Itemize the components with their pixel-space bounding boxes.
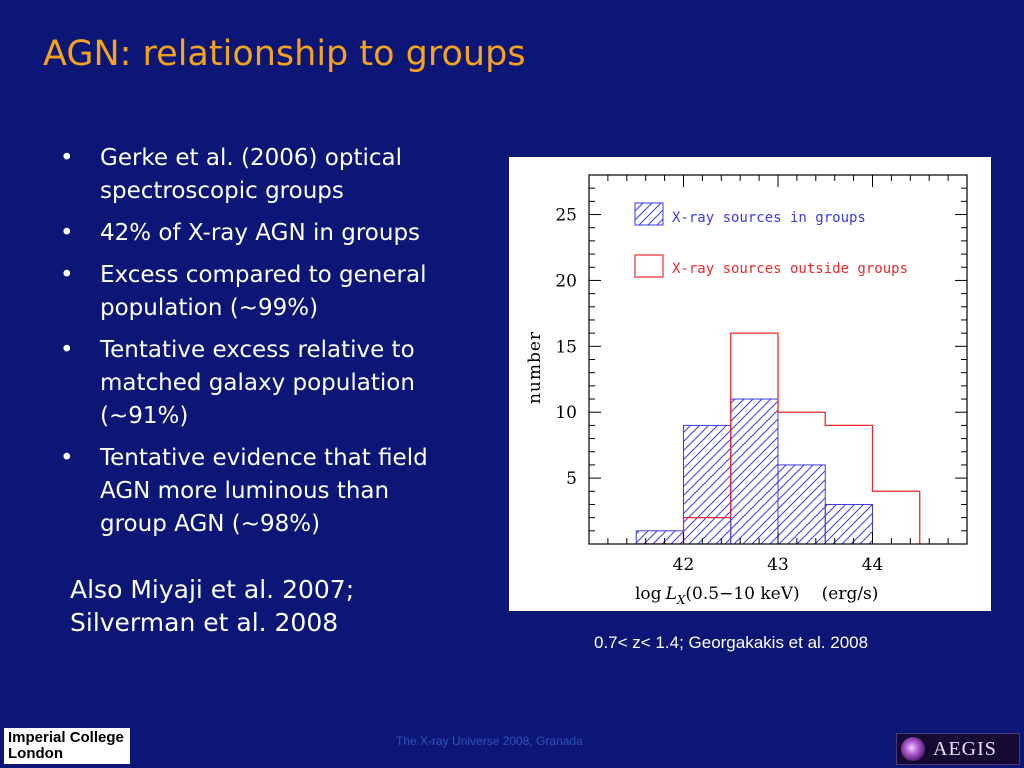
legend-label-outside: X-ray sources outside groups	[672, 261, 908, 277]
figure-caption: 0.7< z< 1.4; Georgakakis et al. 2008	[594, 633, 869, 652]
also-references: Also Miyaji et al. 2007; Silverman et al…	[70, 573, 490, 639]
aegis-wordmark: AEGIS	[933, 737, 997, 760]
y-tick-label: 10	[555, 403, 577, 423]
footer-text: The X-ray Universe 2008, Granada	[396, 734, 583, 748]
bullet-dot: •	[60, 145, 74, 171]
bullet-line: (~91%)	[100, 403, 189, 429]
group-bar	[777, 464, 826, 544]
bullet-dot: •	[60, 337, 74, 363]
x-axis-label-part: X	[676, 593, 686, 607]
bullet-item: • Tentative excess relative to matched gal…	[60, 334, 500, 433]
x-axis-label-part: (0.5−10 keV)	[685, 584, 799, 604]
bullet-dot: •	[60, 262, 74, 288]
legend-swatch-groups	[634, 202, 664, 226]
x-tick-label: 43	[767, 555, 789, 575]
bullet-line: AGN more luminous than	[100, 478, 390, 504]
x-axis-label-part: log	[635, 584, 662, 604]
bullet-line: Gerke et al. (2006) optical	[100, 145, 402, 171]
y-tick-label: 25	[555, 206, 577, 226]
bullet-line: population (~99%)	[100, 295, 319, 321]
bullet-line: group AGN (~98%)	[100, 511, 321, 537]
legend-label-groups: X-ray sources in groups	[672, 210, 866, 226]
bullet-line: 42% of X-ray AGN in groups	[100, 220, 421, 246]
x-axis-label-part: (erg/s)	[822, 584, 879, 604]
legend-swatch-outside	[634, 254, 664, 278]
y-tick-label: 5	[566, 469, 577, 489]
bullet-line: Excess compared to general	[100, 262, 427, 288]
logo-line-1: Imperial College	[8, 729, 124, 746]
also-line-2: Silverman et al. 2008	[70, 608, 339, 637]
bullet-dot: •	[60, 220, 74, 246]
x-axis-label-part: L	[665, 584, 677, 604]
bullet-line: Tentative excess relative to	[100, 337, 415, 363]
bullet-line: spectroscopic groups	[100, 178, 344, 204]
aegis-emblem-icon	[901, 737, 925, 761]
slide-title: AGN: relationship to groups	[43, 34, 526, 74]
bullet-list: • Gerke et al. (2006) optical spectroscopi…	[60, 142, 500, 550]
x-tick-label: 44	[862, 555, 884, 575]
histogram-chart: 5 10 15 20 25 42 43 44 number log LX(0.5−10 keV) (e…	[525, 174, 968, 607]
y-tick-label: 20	[555, 271, 577, 291]
also-line-1: Also Miyaji et al. 2007;	[70, 575, 355, 604]
histogram-figure: 5 10 15 20 25 42 43 44 number log LX(0.5−10 keV) (e…	[509, 157, 991, 611]
bullet-item: • Gerke et al. (2006) optical spectroscopi…	[60, 142, 500, 208]
aegis-logo: AEGIS	[896, 733, 1020, 765]
group-bar	[683, 424, 732, 544]
imperial-college-logo: Imperial College London	[4, 728, 130, 764]
bullet-line: Tentative evidence that field	[100, 445, 428, 471]
legend: X-ray sources in groups X-ray sources out…	[634, 202, 908, 278]
x-tick-label: 42	[673, 555, 695, 575]
logo-line-2: London	[8, 745, 63, 762]
y-axis-label: number	[525, 331, 545, 404]
outside-groups-histogram	[636, 332, 921, 544]
bullet-item: • Tentative evidence that field AGN more l…	[60, 442, 500, 541]
x-axis-label: log LX(0.5−10 keV) (erg/s)	[635, 584, 878, 607]
group-bar	[824, 503, 873, 544]
bullet-item: • Excess compared to general population (~…	[60, 259, 500, 325]
bullet-dot: •	[60, 445, 74, 471]
group-bar	[635, 530, 684, 544]
group-bar	[730, 398, 779, 544]
bullet-line: matched galaxy population	[100, 370, 415, 396]
bullet-item: • 42% of X-ray AGN in groups	[60, 217, 500, 250]
y-tick-label: 15	[555, 337, 577, 357]
